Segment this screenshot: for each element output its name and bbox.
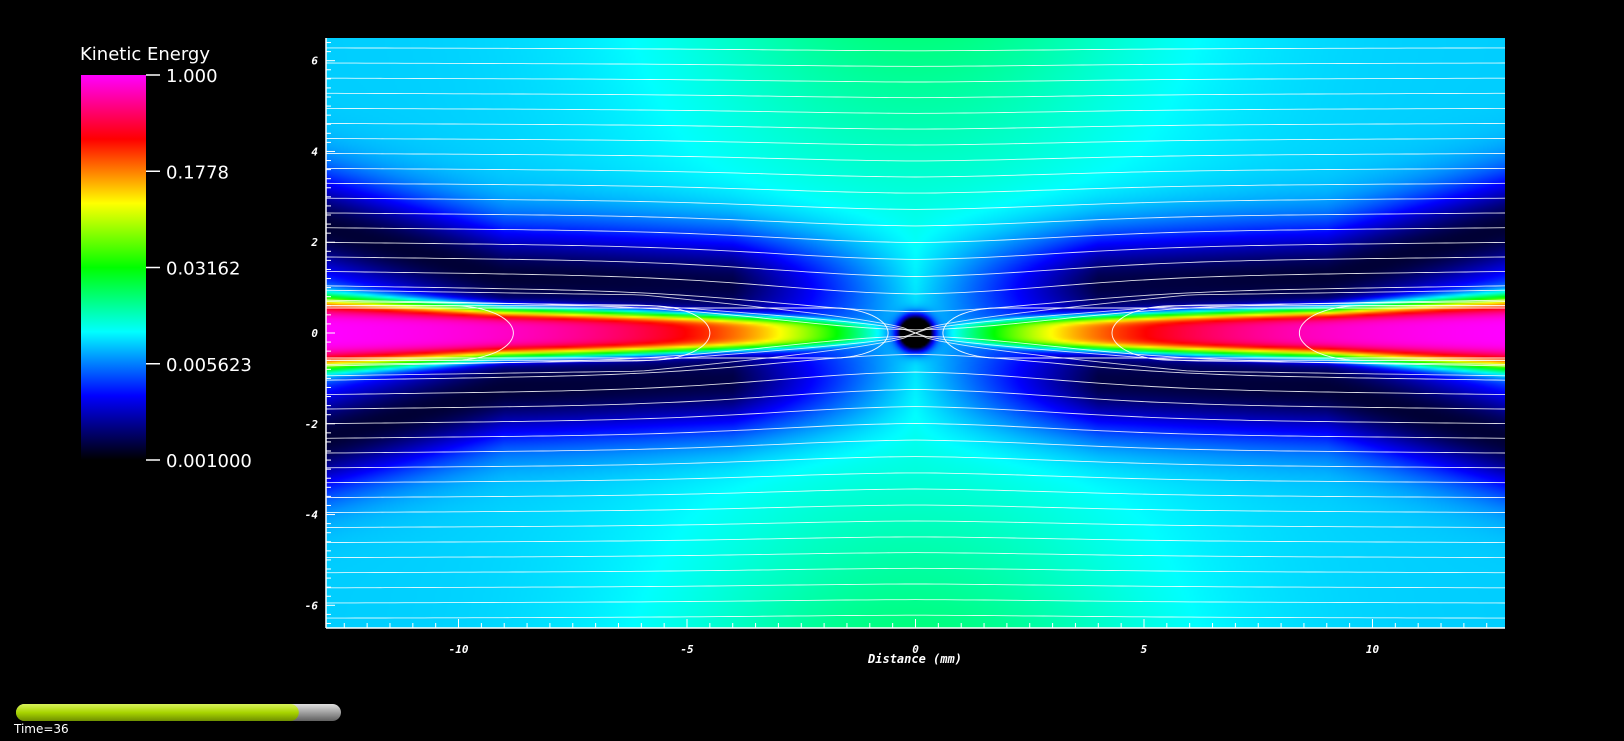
y-tick-label: -4 — [305, 509, 319, 522]
colorbar-gradient — [81, 75, 146, 460]
y-tick-label: 0 — [311, 327, 318, 340]
streamline — [326, 62, 1505, 67]
energy-contour — [942, 307, 1505, 359]
x-tick-label: 5 — [1141, 643, 1148, 656]
streamline — [326, 472, 1505, 484]
streamline — [326, 456, 1505, 469]
x-tick-label: 10 — [1366, 643, 1380, 656]
streamline — [326, 599, 1505, 604]
streamline — [326, 552, 1505, 559]
streamline — [326, 182, 1505, 194]
colorbar-ticks: 1.000 0.1778 0.03162 0.005623 0.001000 — [146, 66, 252, 472]
kinetic-energy-field — [326, 38, 1505, 628]
streamline — [326, 353, 1505, 381]
x-tick-label: 0 — [912, 643, 919, 656]
y-tick-label: 6 — [311, 55, 318, 68]
colorbar-tick-label: 1.000 — [166, 66, 218, 87]
streamline — [326, 567, 1505, 574]
colorbar-tick-label: 0.03162 — [166, 259, 240, 280]
energy-contour — [1111, 305, 1505, 361]
energy-contour — [326, 305, 711, 361]
streamline — [326, 332, 1505, 377]
streamline — [326, 92, 1505, 99]
streamline — [326, 167, 1505, 178]
plot-axes: -10 -5 0 5 10 6 4 2 0 -2 -4 -6 — [305, 38, 1505, 656]
energy-contour — [1298, 305, 1505, 361]
time-bar-fill — [16, 704, 299, 721]
streamline — [326, 153, 1505, 162]
streamline — [326, 536, 1505, 544]
streamline — [326, 270, 1505, 295]
streamline — [326, 256, 1505, 277]
streamline — [326, 488, 1505, 499]
y-tick-label: -2 — [305, 418, 319, 431]
streamline — [326, 47, 1505, 52]
colorbar-title: Kinetic Energy — [80, 44, 210, 65]
streamline — [326, 439, 1505, 454]
streamline — [326, 520, 1505, 528]
y-tick-label: 2 — [310, 236, 318, 249]
y-tick-label: 4 — [311, 145, 318, 158]
x-tick-label: -10 — [449, 643, 469, 656]
streamline — [326, 504, 1505, 513]
streamline — [326, 241, 1505, 260]
colorbar-tick-label: 0.005623 — [166, 355, 252, 376]
streamline — [326, 138, 1505, 146]
time-progress-bar — [16, 704, 341, 721]
streamline — [326, 212, 1505, 227]
colorbar-tick-label: 0.1778 — [166, 162, 229, 183]
streamline — [326, 583, 1505, 589]
streamline — [326, 614, 1505, 619]
streamline — [326, 197, 1505, 210]
x-axis-label: Distance (mm) — [867, 652, 962, 666]
streamlines — [326, 47, 1505, 619]
streamline — [326, 122, 1505, 130]
streamline — [326, 371, 1505, 396]
streamline — [326, 107, 1505, 114]
streamline — [326, 423, 1505, 439]
energy-contour — [326, 307, 889, 359]
energy-contour — [326, 305, 514, 361]
streamline — [326, 406, 1505, 425]
streamline — [326, 285, 1505, 313]
x-tick-label: -5 — [680, 643, 694, 656]
colorbar-tick-label: 0.001000 — [166, 451, 252, 472]
streamline — [326, 227, 1505, 243]
energy-contours — [326, 305, 1505, 361]
time-label: Time=36 — [13, 722, 69, 736]
y-tick-label: -6 — [305, 599, 319, 612]
streamline — [326, 77, 1505, 83]
streamline — [326, 389, 1505, 410]
